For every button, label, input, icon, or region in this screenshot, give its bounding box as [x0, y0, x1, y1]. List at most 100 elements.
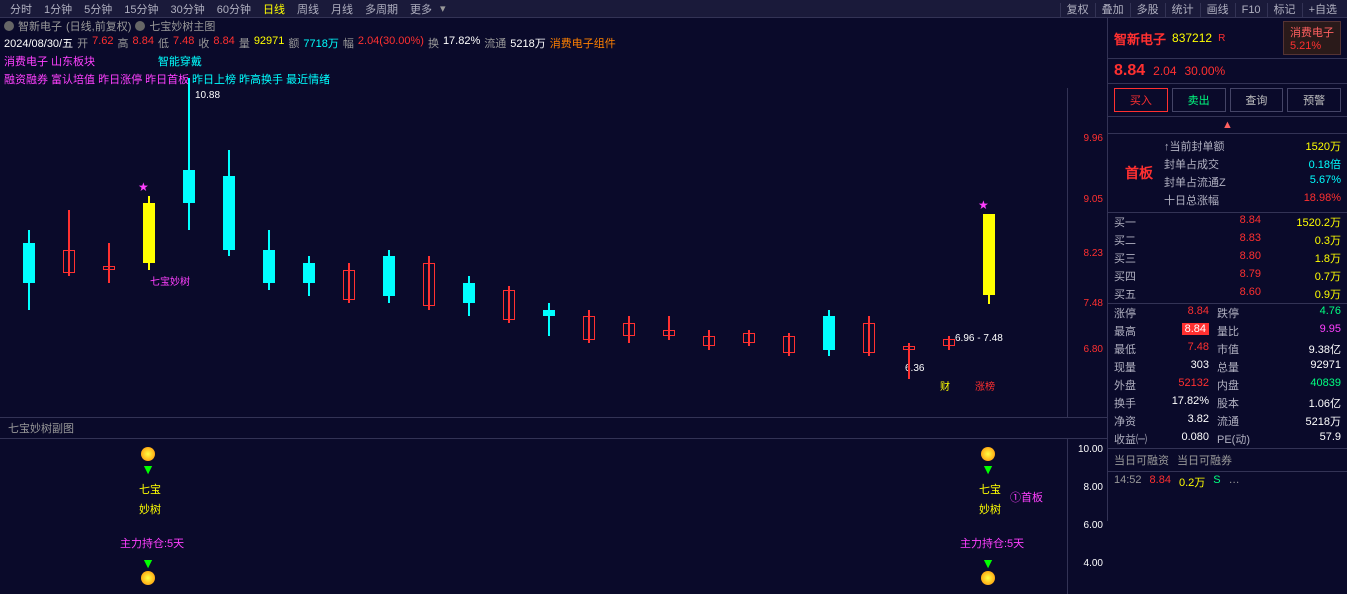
- volume: 92971: [254, 35, 285, 51]
- high: 8.84: [133, 35, 154, 51]
- y-axis: 9.969.058.237.486.80: [1067, 88, 1107, 417]
- sub-y-tick: 10.00: [1078, 444, 1103, 455]
- sub-y-axis: 10.008.006.004.00: [1067, 439, 1107, 594]
- stock-title: 智新电子: [18, 18, 62, 34]
- tick-flag: S: [1213, 474, 1220, 490]
- period-tab-4[interactable]: 30分钟: [165, 3, 211, 17]
- margin-flag: R: [1218, 33, 1225, 44]
- buy-button[interactable]: 买入: [1114, 88, 1168, 112]
- period-label: (日线,前复权): [66, 18, 131, 34]
- seal-row: 封单占成交0.18倍: [1164, 155, 1341, 173]
- main-chart-header: 智新电子 (日线,前复权) 七宝妙树主图: [0, 18, 1107, 34]
- tag-links-2[interactable]: 融资融券 富认培值 昨日涨停 昨日首板 昨日上榜 昨高换手 最近情绪: [0, 70, 1107, 88]
- alert-button[interactable]: 预警: [1287, 88, 1341, 112]
- low: 7.48: [173, 35, 194, 51]
- seal-title: 首板: [1125, 163, 1153, 183]
- sub-marker: ▼七宝妙树主力持仓:5天▼: [140, 447, 156, 585]
- tick-row: 14:52 8.84 0.2万 S …: [1108, 472, 1347, 492]
- stat-row: 最低7.48市值9.38亿: [1108, 340, 1347, 358]
- bid-row[interactable]: 买二8.830.3万: [1108, 231, 1347, 249]
- toolbar-btn-3[interactable]: 统计: [1165, 3, 1200, 17]
- bid-row[interactable]: 买三8.801.8万: [1108, 249, 1347, 267]
- sub-marker: ▼七宝妙树主力持仓:5天①首板▼: [980, 447, 996, 585]
- bid-row[interactable]: 买五8.600.9万: [1108, 285, 1347, 303]
- stock-code: 837212: [1172, 31, 1212, 45]
- sector-tag[interactable]: 消费电子 5.21%: [1283, 21, 1341, 55]
- stat-row: 净资3.82流通5218万: [1108, 412, 1347, 430]
- y-tick: 9.05: [1084, 194, 1103, 205]
- collapse-icon[interactable]: ▲: [1222, 119, 1233, 131]
- period-toolbar: 分时1分钟5分钟15分钟30分钟60分钟日线周线月线多周期更多 ▾ 复权叠加多股…: [0, 0, 1347, 18]
- ellipsis-icon[interactable]: …: [1229, 474, 1240, 490]
- stat-row: 收益㈠0.080PE(动)57.9: [1108, 430, 1347, 448]
- toolbar-btn-7[interactable]: +自选: [1302, 3, 1343, 17]
- stock-name: 智新电子: [1114, 29, 1166, 48]
- sub-chart[interactable]: 10.008.006.004.00 ▼七宝妙树主力持仓:5天▼▼七宝妙树主力持仓…: [0, 439, 1107, 594]
- candlestick-chart[interactable]: 9.969.058.237.486.80 10.88 七宝妙树 6.36 6.9…: [0, 88, 1107, 418]
- stat-row: 换手17.82%股本1.06亿: [1108, 394, 1347, 412]
- stat-row: 外盘52132内盘40839: [1108, 376, 1347, 394]
- period-tab-2[interactable]: 5分钟: [78, 3, 118, 17]
- float: 5218万: [510, 35, 545, 51]
- seal-row: 十日总涨幅18.98%: [1164, 191, 1341, 209]
- toggle-dot-icon[interactable]: [135, 21, 145, 31]
- sell-button[interactable]: 卖出: [1172, 88, 1226, 112]
- period-tab-8[interactable]: 月线: [325, 3, 359, 17]
- seal-row: ↑当前封单额1520万: [1164, 137, 1341, 155]
- query-button[interactable]: 查询: [1230, 88, 1284, 112]
- bid-row[interactable]: 买四8.790.7万: [1108, 267, 1347, 285]
- more-arrow[interactable]: ▾: [440, 2, 446, 15]
- stock-header: 智新电子 837212 R 消费电子 5.21%: [1108, 18, 1347, 59]
- tick-time: 14:52: [1114, 474, 1142, 490]
- period-tab-3[interactable]: 15分钟: [118, 3, 164, 17]
- period-tab-5[interactable]: 60分钟: [211, 3, 257, 17]
- stat-row: 最高8.84量比9.95: [1108, 322, 1347, 340]
- last-price: 8.84: [1114, 62, 1145, 80]
- cai-label: 财: [940, 378, 950, 393]
- toolbar-btn-1[interactable]: 叠加: [1095, 3, 1130, 17]
- tick-price: 8.84: [1150, 474, 1171, 490]
- turnover: 17.82%: [443, 35, 480, 51]
- tree-label: 七宝妙树: [150, 273, 190, 288]
- sub-y-tick: 4.00: [1084, 558, 1103, 569]
- tick-vol: 0.2万: [1179, 474, 1205, 490]
- period-tab-10[interactable]: 更多: [404, 3, 438, 17]
- toggle-dot-icon[interactable]: [4, 21, 14, 31]
- change-pct: 30.00%: [1185, 64, 1226, 78]
- period-tab-9[interactable]: 多周期: [359, 3, 404, 17]
- period-tab-0[interactable]: 分时: [4, 3, 38, 17]
- seal-row: 封单占流通Z5.67%: [1164, 173, 1341, 191]
- stat-table: 涨停8.84跌停4.76最高8.84量比9.95最低7.48市值9.38亿现量3…: [1108, 304, 1347, 449]
- price-line: 8.84 2.04 30.00%: [1108, 59, 1347, 84]
- peak-annotation: 10.88: [195, 90, 220, 101]
- indicator-name: 七宝妙树主图: [149, 18, 215, 34]
- toolbar-btn-4[interactable]: 画线: [1200, 3, 1235, 17]
- toolbar-btn-2[interactable]: 多股: [1130, 3, 1165, 17]
- range-annotation: 6.96 - 7.48: [955, 333, 1003, 344]
- range: 2.04(30.00%): [358, 35, 424, 51]
- tag-links[interactable]: 消费电子 山东板块 智能穿戴: [0, 52, 1107, 70]
- margin-row: 当日可融资 当日可融券: [1108, 449, 1347, 472]
- stat-row: 现量303总量92971: [1108, 358, 1347, 376]
- chart-area: 智新电子 (日线,前复权) 七宝妙树主图 2024/08/30/五 开7.62 …: [0, 18, 1108, 521]
- period-tab-7[interactable]: 周线: [291, 3, 325, 17]
- y-tick: 9.96: [1084, 133, 1103, 144]
- sector: 消费电子组件: [550, 35, 616, 51]
- bid-table: 买一8.841520.2万买二8.830.3万买三8.801.8万买四8.790…: [1108, 213, 1347, 304]
- date: 2024/08/30/五: [4, 35, 73, 51]
- y-tick: 6.80: [1084, 344, 1103, 355]
- toolbar-btn-5[interactable]: F10: [1235, 3, 1267, 17]
- change: 2.04: [1153, 64, 1176, 78]
- bid-row[interactable]: 买一8.841520.2万: [1108, 213, 1347, 231]
- amount: 7718万: [303, 35, 338, 51]
- period-tab-6[interactable]: 日线: [257, 3, 291, 17]
- toolbar-btn-0[interactable]: 复权: [1060, 3, 1095, 17]
- open: 7.62: [92, 35, 113, 51]
- toolbar-btn-6[interactable]: 标记: [1267, 3, 1302, 17]
- trade-buttons: 买入 卖出 查询 预警: [1108, 84, 1347, 117]
- sub-y-tick: 6.00: [1084, 520, 1103, 531]
- close: 8.84: [213, 35, 234, 51]
- y-tick: 8.23: [1084, 248, 1103, 259]
- quote-panel: 智新电子 837212 R 消费电子 5.21% 8.84 2.04 30.00…: [1108, 18, 1347, 521]
- period-tab-1[interactable]: 1分钟: [38, 3, 78, 17]
